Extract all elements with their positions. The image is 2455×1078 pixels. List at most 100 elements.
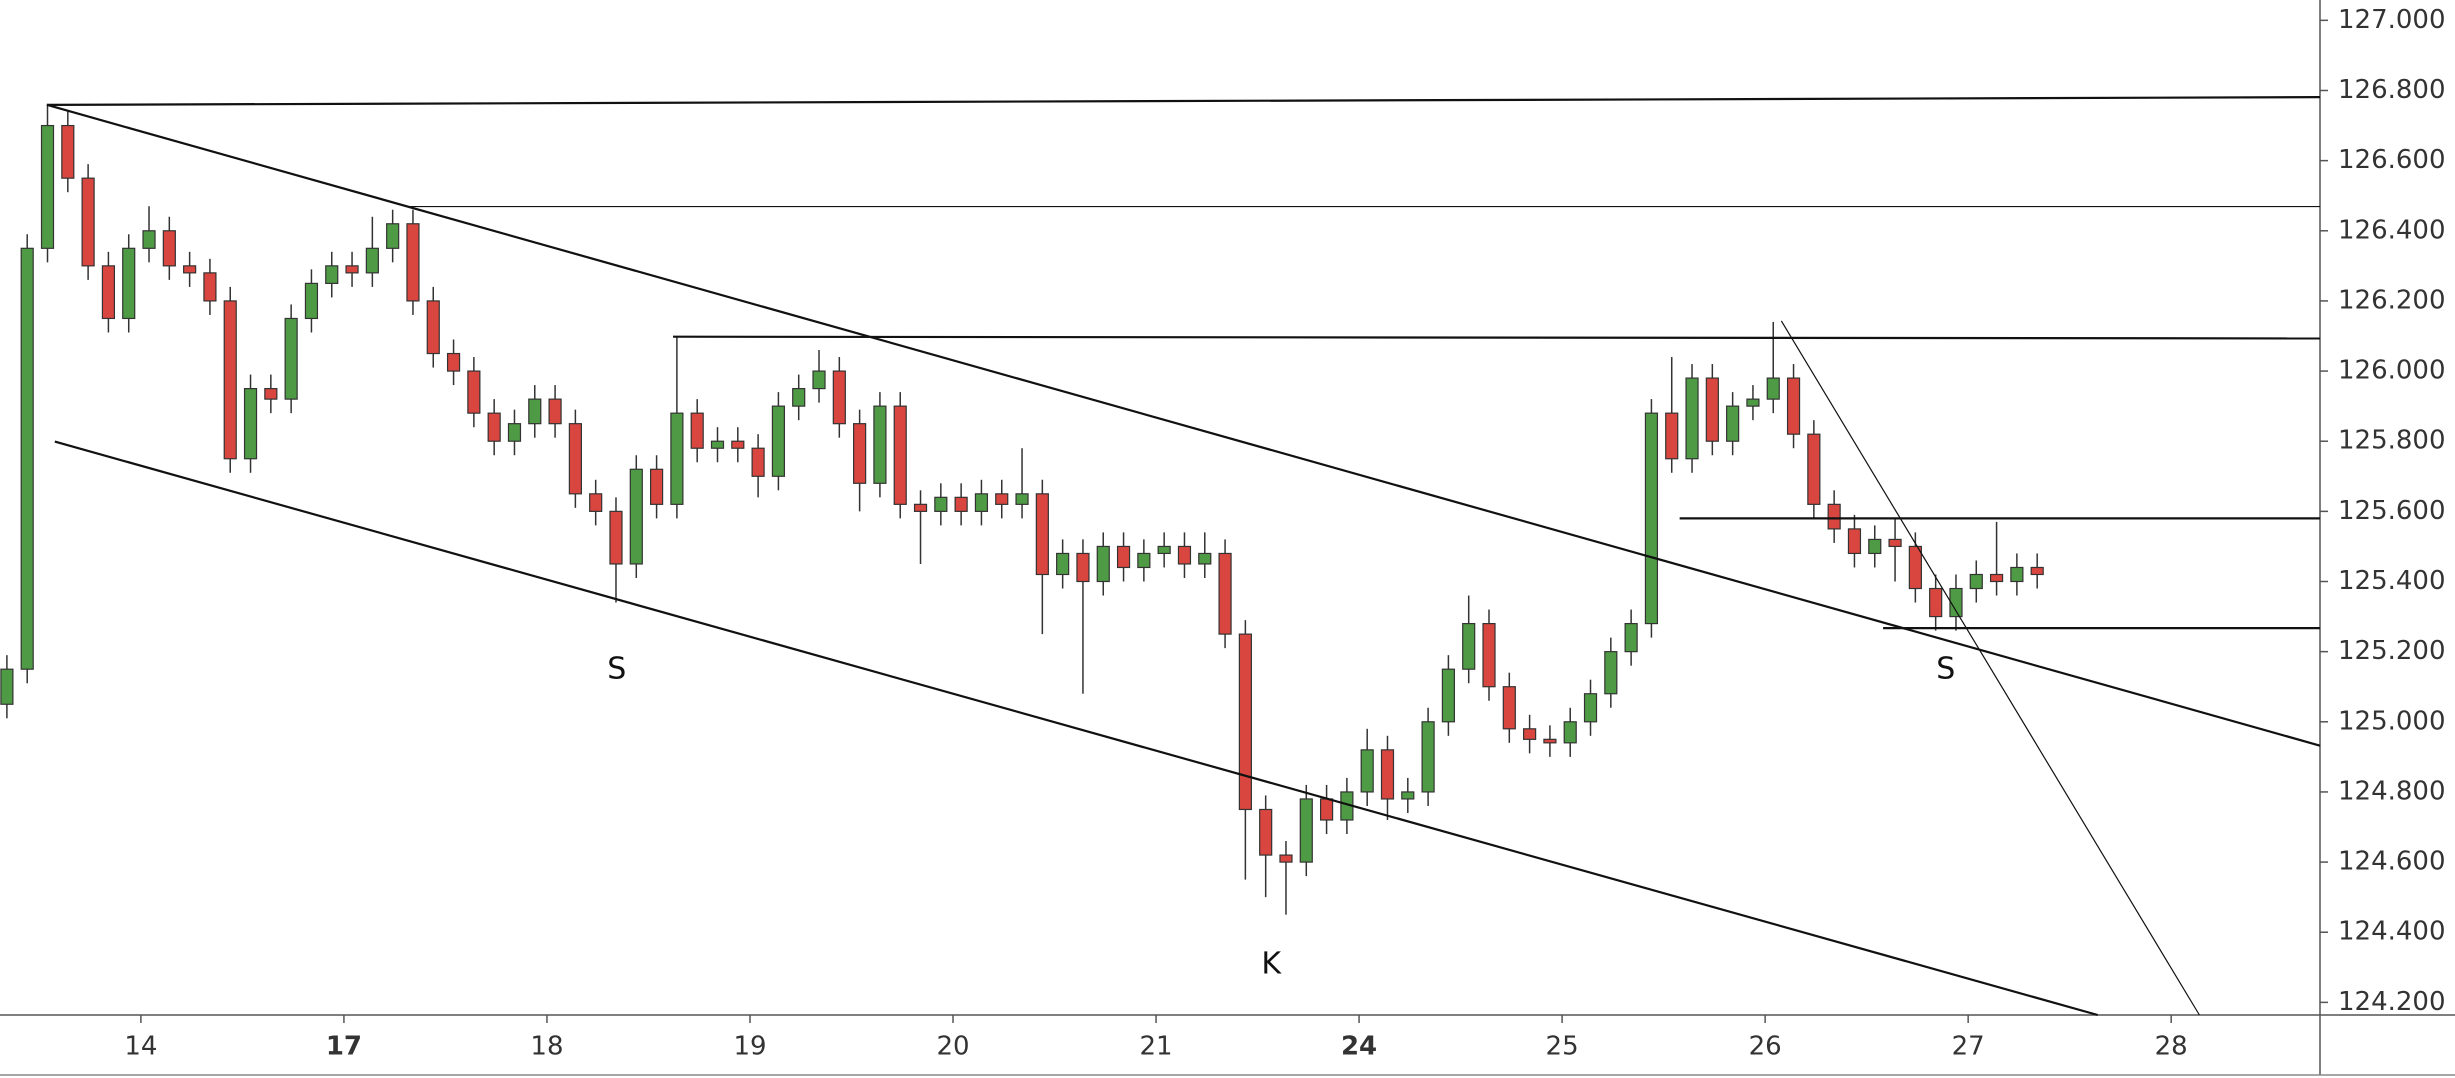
candle-body — [1096, 545, 1110, 583]
candle-body — [1421, 721, 1435, 793]
candle-body — [1401, 791, 1415, 800]
y-tick-label: 124.400 — [2338, 917, 2446, 947]
candle-body — [1624, 622, 1638, 653]
candle-body — [1786, 377, 1801, 435]
candle-body — [1137, 552, 1151, 569]
candle-body — [629, 468, 643, 565]
x-tick-label: 20 — [936, 1032, 969, 1062]
candle-body — [1604, 651, 1618, 695]
candle-body — [893, 405, 907, 505]
candle-body — [1319, 798, 1334, 821]
y-tick-label: 124.800 — [2338, 776, 2446, 806]
candle-body — [142, 230, 156, 249]
candle-body — [1827, 503, 1841, 530]
y-tick-label: 125.600 — [2338, 496, 2446, 526]
annotation: S — [607, 652, 626, 687]
candle-body — [1929, 587, 1943, 618]
candle-body — [974, 493, 989, 512]
candle-body — [284, 317, 298, 400]
candle-body — [832, 370, 846, 425]
annotation: K — [1261, 946, 1282, 981]
candle-body — [1644, 412, 1659, 625]
candle-body — [304, 282, 319, 320]
y-tick-label: 124.200 — [2338, 987, 2446, 1017]
candle-body — [1949, 587, 1963, 618]
trend-line — [1780, 320, 2200, 1016]
trend-line — [54, 440, 2098, 1017]
candle-body — [548, 398, 562, 425]
candle-body — [954, 496, 968, 512]
y-tick-label: 126.200 — [2338, 285, 2446, 315]
candle-body — [0, 668, 14, 705]
candle-body — [568, 423, 582, 495]
x-tick-label: 14 — [124, 1032, 157, 1062]
candle-body — [61, 124, 75, 179]
candle-body — [183, 265, 197, 274]
candle-body — [1441, 668, 1456, 723]
candle-body — [101, 265, 116, 320]
candle-body — [2030, 566, 2044, 576]
candle-body — [690, 412, 704, 449]
candle-body — [365, 247, 379, 274]
candle-body — [1157, 545, 1171, 555]
candle-body — [1543, 738, 1557, 744]
candle-body — [1989, 573, 2004, 583]
candle-body — [670, 412, 684, 505]
candle-body — [1888, 538, 1902, 548]
candle-body — [1015, 493, 1029, 505]
candle-body — [426, 300, 440, 355]
candle-body — [1076, 552, 1090, 583]
trend-line — [673, 335, 2321, 340]
candle-body — [853, 423, 867, 484]
x-tick-label: 17 — [326, 1032, 362, 1062]
candle-body — [467, 370, 481, 414]
candle-body — [325, 265, 339, 284]
candle-body — [507, 423, 522, 442]
candle-body — [1380, 749, 1395, 800]
candle-body — [1665, 412, 1679, 460]
candle-body — [934, 496, 948, 512]
candle-body — [792, 388, 806, 407]
candle-body — [1116, 545, 1131, 569]
candle-body — [1360, 749, 1374, 793]
candle-body — [1908, 545, 1922, 590]
candle-body — [1705, 377, 1719, 442]
candle-body — [771, 405, 786, 477]
candle-body — [203, 272, 217, 302]
candle-body — [1523, 728, 1537, 740]
candle-body — [487, 412, 501, 442]
y-tick-label: 125.200 — [2338, 636, 2446, 666]
candle-body — [1218, 552, 1232, 635]
candle-body — [1299, 798, 1313, 863]
y-tick-label: 126.800 — [2338, 75, 2446, 105]
candle-body — [162, 230, 176, 267]
x-tick-label: 26 — [1749, 1032, 1782, 1062]
candle-body — [649, 468, 664, 505]
candle-body — [243, 388, 258, 460]
candle-body — [1238, 633, 1252, 811]
y-tick-label: 126.000 — [2338, 356, 2446, 386]
candle-body — [386, 223, 400, 249]
candle-body — [751, 447, 765, 477]
x-tick-label: 25 — [1546, 1032, 1579, 1062]
candle-body — [1746, 398, 1760, 407]
candle-body — [1177, 545, 1192, 565]
y-tick-label: 127.000 — [2338, 5, 2446, 35]
candle-body — [1502, 686, 1516, 730]
candle-body — [1807, 433, 1821, 505]
y-tick-label: 126.400 — [2338, 215, 2446, 245]
candle-body — [1847, 528, 1862, 555]
x-tick-label: 28 — [2155, 1032, 2188, 1062]
candle-body — [1198, 552, 1212, 565]
x-tick-label: 19 — [733, 1032, 766, 1062]
candle-body — [609, 510, 623, 565]
candle-body — [1685, 377, 1699, 460]
candle-body — [1583, 693, 1598, 723]
trend-line — [46, 96, 2321, 106]
candle-body — [528, 398, 542, 425]
candle-body — [406, 223, 420, 302]
candle-body — [1969, 573, 1983, 590]
candle-body — [1868, 538, 1882, 555]
